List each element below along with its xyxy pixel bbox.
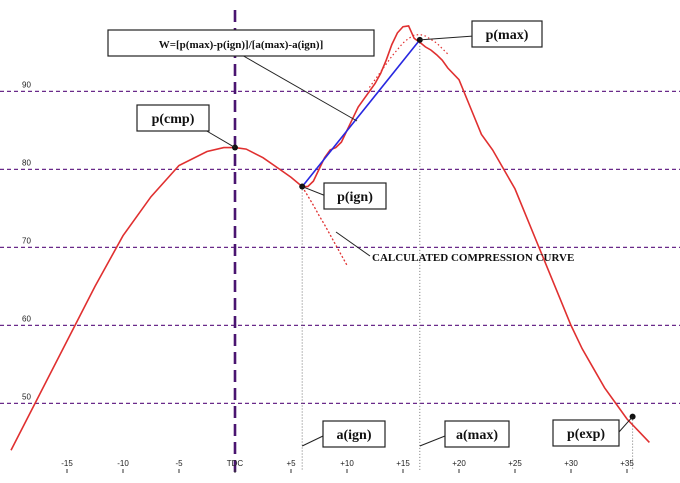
formula-label: W=[p(max)-p(ign)]/[a(max)-a(ign)]: [159, 39, 324, 51]
p-cmp-label: p(cmp): [152, 112, 195, 127]
x-tick-label: +5: [286, 459, 296, 468]
a-max-box: [444, 420, 510, 448]
y-tick-label: 50: [22, 392, 31, 401]
a-ign-label: a(ign): [337, 428, 372, 443]
y-tick-label: 80: [22, 158, 31, 167]
x-ticks: -15 -10 -5 TDC +5 +10 +15 +20 +25 +30 +35: [61, 459, 634, 473]
y-ticks: 50 60 70 80 90: [22, 80, 31, 401]
calc-curve-label: CALCULATED COMPRESSION CURVE: [372, 252, 574, 264]
p-cmp-box: [136, 104, 210, 132]
x-tick-label: -10: [117, 459, 129, 468]
grid: [0, 90, 680, 404]
x-tick-label: +10: [340, 459, 354, 468]
y-tick-label: 90: [22, 80, 31, 89]
leader-formula: [239, 53, 358, 122]
leader-p-cmp: [204, 129, 236, 148]
p-max-label: p(max): [486, 28, 529, 43]
x-tick-label: +30: [564, 459, 578, 468]
leader-calc-curve: [335, 231, 371, 257]
leader-a-ign: [301, 435, 324, 447]
p-exp-box: [552, 419, 620, 447]
series-measured_pressure: [10, 25, 650, 451]
x-tick-label: +25: [508, 459, 522, 468]
p-ign-label: p(ign): [337, 190, 373, 205]
p-exp-label: p(exp): [567, 427, 605, 442]
x-tick-label: +20: [452, 459, 466, 468]
a-max-label: a(max): [456, 428, 498, 443]
annotations: p(cmp) p(ign) p(max) p(exp) a(ign) a(max) W=[p…: [107, 20, 636, 448]
x-tick-label: -5: [175, 459, 183, 468]
a-ign-box: [322, 420, 386, 448]
p-ign-box: [323, 182, 387, 210]
marker-lines: [233, 10, 634, 478]
p-max-box: [471, 20, 543, 48]
x-tick-label: -15: [61, 459, 73, 468]
y-tick-label: 60: [22, 314, 31, 323]
series-ignition_to_max_line: [301, 39, 421, 188]
formula-box: [107, 29, 375, 57]
series-dotted_overlay: [368, 33, 449, 88]
x-tick-label: +35: [620, 459, 634, 468]
y-tick-label: 70: [22, 236, 31, 245]
leader-p-max: [419, 35, 475, 41]
series-group: [10, 25, 650, 451]
series-calculated_compression: [301, 186, 348, 266]
x-tick-label: +15: [396, 459, 410, 468]
x-tick-label: TDC: [227, 459, 244, 468]
leader-p-ign: [302, 186, 327, 197]
leader-a-max: [419, 435, 446, 447]
leader-p-exp: [618, 416, 633, 433]
